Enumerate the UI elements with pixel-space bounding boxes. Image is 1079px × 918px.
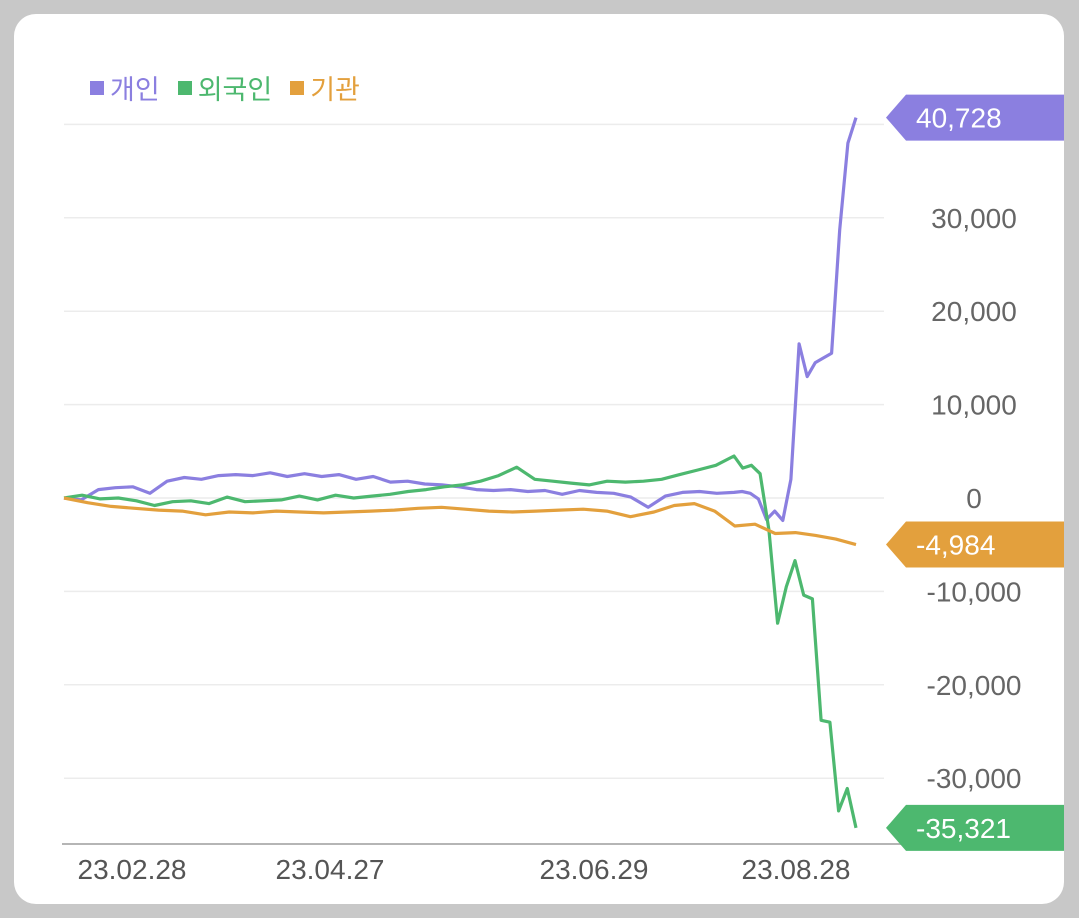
value-badges: 40,728 -35,321 -4,984 (886, 94, 1064, 851)
value-badge-2: -4,984 (886, 521, 1064, 568)
legend-label-institution: 기관 (310, 75, 360, 106)
legend-item-foreign[interactable]: 외국인 (177, 68, 273, 107)
value-badge-0: 40,728 (886, 94, 1064, 141)
legend-item-institution[interactable]: 기관 (290, 68, 360, 107)
x-tick-label: 23.08.28 (742, 854, 851, 885)
legend-label-individual: 개인 (110, 75, 160, 106)
chart-card: 개인 외국인 기관 30,000 20,000 10,000 0 -10,000 -20,… (14, 14, 1064, 904)
series-line-2 (63, 496, 857, 547)
value-badge-shape (886, 94, 1064, 141)
value-badge-label: -35,321 (916, 813, 1011, 844)
legend-item-individual[interactable]: 개인 (90, 68, 160, 107)
line-chart: 30,000 20,000 10,000 0 -10,000 -20,000 -30,000… (62, 94, 1064, 885)
legend-swatch-institution (290, 80, 305, 95)
value-badge-label: -4,984 (916, 530, 995, 561)
value-badge-shape (886, 521, 1064, 568)
x-axis-labels: 23.02.28 23.04.27 23.06.29 23.08.28 (78, 854, 851, 885)
y-tick-label: -20,000 (927, 670, 1022, 701)
value-badge-label: 40,728 (916, 103, 1002, 134)
y-tick-label: 20,000 (931, 296, 1017, 327)
legend: 개인 외국인 기관 (90, 68, 360, 107)
y-axis-labels: 30,000 20,000 10,000 0 -10,000 -20,000 -30,000 (927, 203, 1022, 794)
legend-swatch-individual (90, 80, 104, 95)
grid-lines (64, 123, 884, 779)
legend-swatch-foreign (177, 80, 192, 95)
series-line-0 (63, 117, 858, 522)
y-tick-label: 10,000 (931, 390, 1017, 421)
y-tick-label: 30,000 (931, 203, 1017, 234)
series-line-1 (63, 454, 858, 829)
y-tick-label: 0 (966, 483, 982, 514)
x-tick-label: 23.02.28 (78, 854, 187, 885)
series-lines (63, 117, 858, 829)
y-tick-label: -10,000 (927, 576, 1022, 607)
legend-label-foreign: 외국인 (197, 75, 273, 106)
x-tick-label: 23.06.29 (540, 854, 649, 885)
value-badge-1: -35,321 (886, 804, 1064, 851)
value-badge-shape (886, 804, 1064, 851)
y-tick-label: -30,000 (927, 763, 1022, 794)
x-tick-label: 23.04.27 (276, 854, 385, 885)
